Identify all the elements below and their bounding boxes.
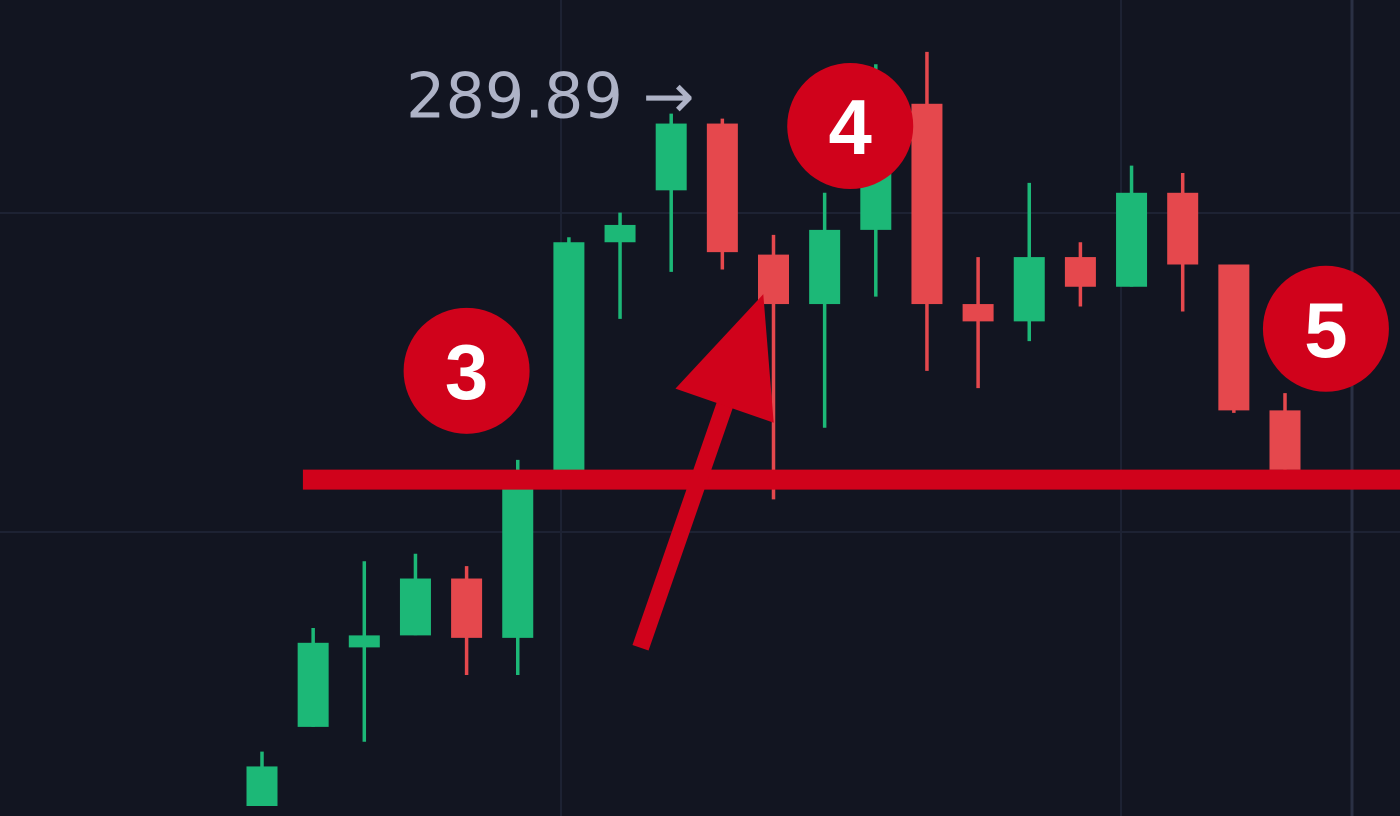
candle-body-2 bbox=[348, 635, 380, 648]
marker-4-label: 4 bbox=[829, 83, 872, 171]
candle-8 bbox=[655, 113, 687, 272]
candle-18 bbox=[1167, 173, 1199, 312]
candle-11 bbox=[809, 192, 841, 428]
candle-20 bbox=[1269, 393, 1301, 475]
annotations-layer bbox=[302, 294, 1400, 651]
candle-body-16 bbox=[1064, 257, 1096, 287]
candle-19 bbox=[1218, 264, 1250, 413]
trend-arrow bbox=[632, 294, 774, 651]
candle-body-7 bbox=[604, 224, 636, 243]
candle-6 bbox=[553, 237, 585, 475]
candle-body-19 bbox=[1218, 264, 1250, 411]
candle-16 bbox=[1064, 242, 1096, 307]
candle-13 bbox=[911, 51, 943, 371]
trend-arrow-head bbox=[675, 294, 774, 423]
last-price-label: 289.89 → bbox=[406, 59, 695, 132]
candle-0 bbox=[246, 751, 278, 806]
candle-5 bbox=[502, 459, 534, 675]
candle-7 bbox=[604, 212, 636, 319]
candle-14 bbox=[962, 257, 994, 389]
candle-1 bbox=[297, 627, 329, 727]
candle-body-17 bbox=[1116, 192, 1148, 287]
candle-body-0 bbox=[246, 766, 278, 806]
candle-body-3 bbox=[399, 578, 431, 636]
marker-3: 3 bbox=[403, 307, 530, 434]
candle-body-1 bbox=[297, 642, 329, 727]
candle-10 bbox=[758, 234, 789, 500]
candle-body-15 bbox=[1013, 257, 1045, 322]
marker-5: 5 bbox=[1262, 265, 1389, 392]
candle-2 bbox=[348, 561, 380, 742]
candle-body-20 bbox=[1269, 410, 1301, 470]
marker-3-label: 3 bbox=[445, 328, 488, 416]
candle-17 bbox=[1116, 165, 1148, 287]
candles-layer bbox=[246, 51, 1301, 806]
candle-body-13 bbox=[911, 103, 943, 305]
candle-body-6 bbox=[553, 242, 585, 475]
candle-body-11 bbox=[809, 229, 841, 305]
marker-4: 4 bbox=[787, 63, 914, 190]
candle-body-18 bbox=[1167, 192, 1199, 265]
candle-3 bbox=[399, 553, 431, 636]
candle-body-4 bbox=[451, 578, 483, 638]
candle-body-8 bbox=[655, 123, 687, 191]
marker-3-circle bbox=[403, 307, 530, 434]
marker-5-label: 5 bbox=[1304, 286, 1347, 374]
candle-15 bbox=[1013, 182, 1045, 342]
marker-4-circle bbox=[787, 63, 914, 190]
trend-arrow-shaft bbox=[632, 395, 736, 651]
candle-body-5 bbox=[502, 474, 534, 638]
candle-4 bbox=[451, 566, 483, 675]
candle-9 bbox=[706, 118, 738, 270]
candle-body-9 bbox=[706, 123, 738, 253]
candle-body-14 bbox=[962, 304, 994, 322]
labels-layer: 289.89 → 3 4 5 bbox=[403, 59, 1389, 434]
marker-5-circle bbox=[1262, 265, 1389, 392]
